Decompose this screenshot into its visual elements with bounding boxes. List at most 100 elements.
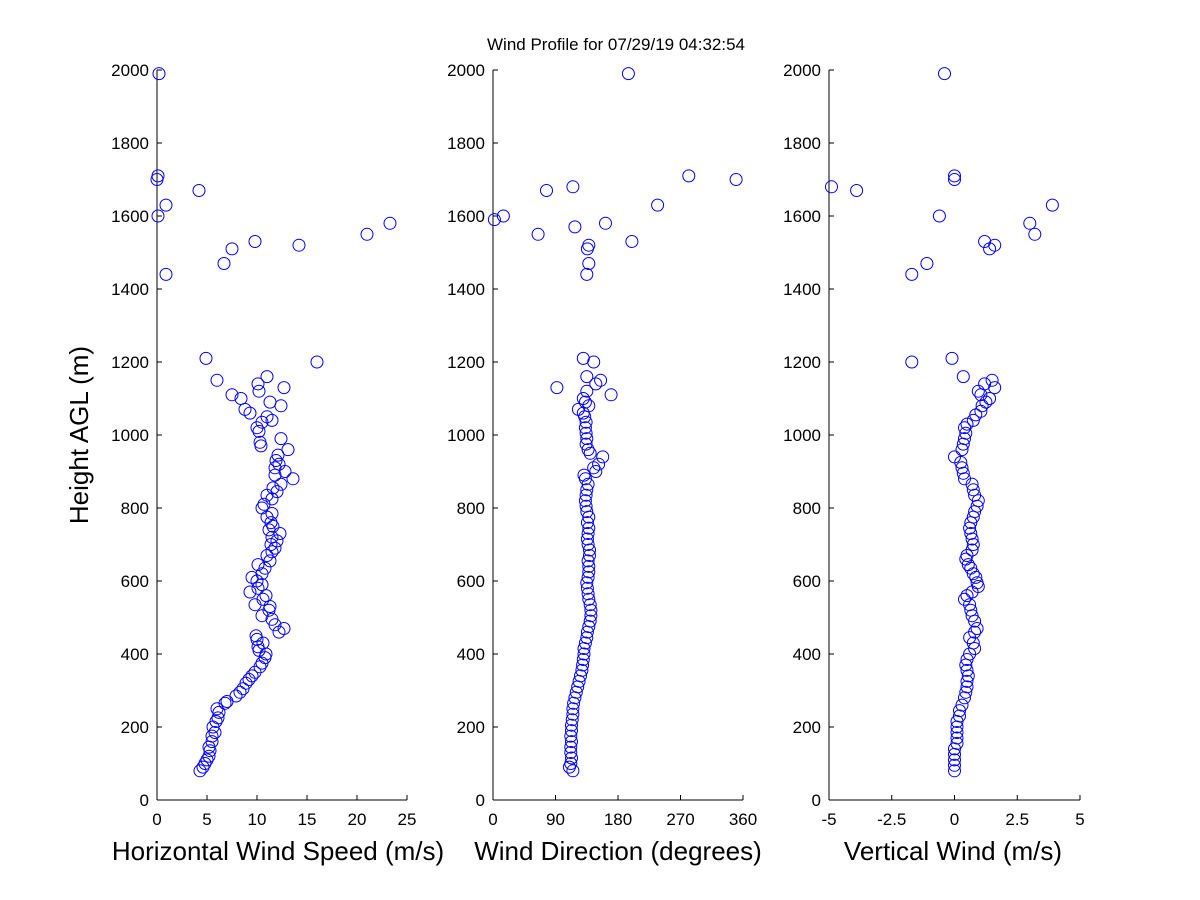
data-point: [252, 424, 266, 438]
data-point: [564, 746, 578, 759]
data-point: [1023, 216, 1037, 230]
data-point: [582, 238, 596, 252]
data-point: [281, 443, 295, 457]
data-point: [1045, 198, 1059, 212]
data-point: [959, 685, 973, 699]
x-tick-label: 270: [666, 810, 694, 829]
x-tick-label: 180: [604, 810, 632, 829]
data-point: [263, 395, 277, 409]
data-point: [277, 381, 291, 395]
y-tick-label: 0: [140, 791, 149, 810]
data-point: [274, 432, 288, 446]
data-point: [948, 173, 961, 186]
data-point: [948, 169, 961, 183]
data-point: [265, 530, 279, 544]
data-point: [970, 622, 984, 635]
data-point: [582, 620, 596, 634]
data-point: [565, 751, 578, 765]
data-point: [580, 370, 594, 384]
data-point: [948, 758, 961, 772]
y-tick-label: 1000: [783, 426, 821, 445]
data-point: [682, 169, 696, 183]
data-point: [271, 448, 285, 462]
data-point: [540, 184, 553, 197]
data-point: [592, 457, 606, 471]
data-point: [596, 450, 610, 464]
data-point: [583, 549, 596, 562]
data-point: [574, 669, 587, 683]
data-point: [576, 392, 590, 405]
data-point: [229, 689, 243, 703]
data-point: [218, 696, 232, 710]
data-point: [243, 585, 257, 599]
data-point: [566, 180, 580, 194]
data-point: [205, 729, 219, 743]
data-point: [956, 370, 970, 384]
data-point: [198, 757, 212, 770]
data-point: [580, 532, 594, 546]
data-point: [252, 384, 266, 398]
y-tick-label: 800: [793, 499, 821, 518]
data-point: [566, 707, 580, 721]
data-point: [286, 472, 300, 486]
y-tick-label: 2000: [447, 61, 485, 80]
data-point: [270, 534, 284, 548]
data-point: [256, 592, 270, 606]
data-point: [961, 558, 975, 572]
data-point: [589, 377, 603, 391]
data-point: [255, 415, 269, 429]
x-tick-label: 0: [488, 810, 497, 829]
data-point: [209, 715, 223, 728]
data-point: [581, 587, 595, 601]
y-tick-label: 1400: [111, 280, 149, 299]
data-point: [151, 169, 165, 183]
x-tick-label: 90: [546, 810, 565, 829]
data-point: [932, 209, 946, 223]
data-point: [651, 198, 665, 212]
data-point: [310, 355, 324, 369]
y-tick-label: 1200: [783, 353, 821, 372]
x-tick-label: 0: [152, 810, 161, 829]
data-point: [581, 570, 595, 584]
data-point: [978, 377, 992, 391]
data-point: [269, 454, 283, 467]
data-point: [582, 521, 596, 535]
data-point: [576, 351, 590, 365]
data-point: [729, 173, 743, 186]
x-axis-label: Vertical Wind (m/s): [844, 836, 1062, 866]
y-tick-label: 1600: [447, 207, 485, 226]
data-point: [580, 384, 594, 398]
data-point: [580, 267, 594, 281]
data-point: [582, 257, 596, 270]
data-point: [248, 235, 262, 248]
data-point: [621, 67, 635, 81]
data-point: [960, 680, 974, 694]
data-point: [274, 399, 288, 413]
data-point: [920, 257, 934, 270]
data-point: [958, 421, 971, 435]
data-point: [577, 647, 591, 661]
data-point: [965, 543, 979, 557]
x-tick-label: 15: [298, 810, 317, 829]
data-point: [825, 180, 838, 194]
y-tick-label: 400: [793, 645, 821, 664]
data-point: [576, 653, 590, 666]
x-axis-label: Wind Direction (degrees): [474, 836, 762, 866]
data-point: [579, 488, 593, 502]
data-point: [565, 724, 578, 738]
data-point: [582, 565, 596, 579]
data-point: [564, 740, 578, 754]
data-point: [580, 432, 594, 446]
y-tick-label: 200: [457, 718, 485, 737]
data-point: [938, 67, 951, 81]
data-point: [583, 598, 597, 612]
data-point: [948, 753, 961, 767]
y-tick-label: 1200: [111, 353, 149, 372]
data-point: [233, 685, 247, 699]
y-tick-label: 0: [476, 791, 485, 810]
data-point: [960, 663, 974, 677]
y-tick-label: 1000: [111, 426, 149, 445]
panel-vertical-wind: 0 200 400 600 800 1000 1200 1400 1600 1800 2000 -5 -…: [783, 61, 1085, 866]
data-point: [958, 592, 971, 606]
data-point: [565, 713, 579, 727]
